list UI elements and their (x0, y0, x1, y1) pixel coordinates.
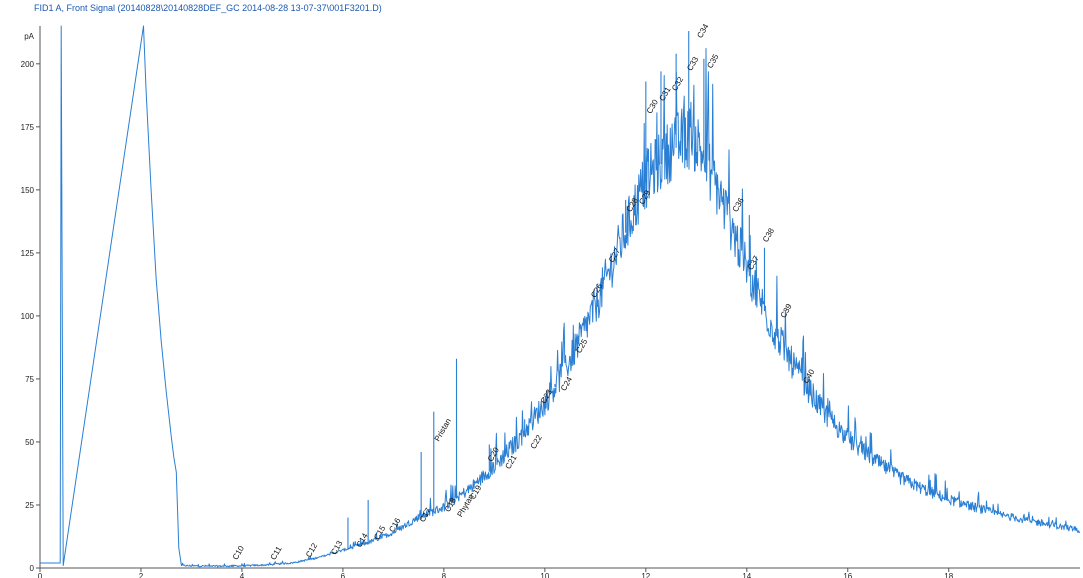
peak-label: C10 (231, 544, 246, 562)
peak-label: C37 (746, 254, 761, 272)
y-ticks: 0 25 50 75 100 125 150 175 200 (21, 60, 40, 573)
y-tick-label: 0 (30, 564, 35, 573)
y-tick-label: 100 (21, 312, 35, 321)
peak-label: C16 (387, 516, 402, 534)
x-tick-label: 0 (38, 572, 43, 578)
x-tick-label: 4 (240, 572, 245, 578)
peak-label: C33 (685, 55, 700, 73)
x-tick-label: 16 (843, 572, 852, 578)
peak-label: C22 (529, 433, 544, 451)
signal-trace (40, 25, 1081, 568)
x-ticks: 0 2 4 6 8 10 12 14 16 18 (38, 568, 954, 578)
x-tick-label: 14 (742, 572, 751, 578)
peak-label: C11 (269, 544, 284, 561)
x-tick-label: 18 (944, 572, 953, 578)
y-tick-label: 75 (25, 375, 34, 384)
y-tick-label: 150 (21, 186, 35, 195)
x-tick-label: 2 (139, 572, 144, 578)
peak-label: Pristan (433, 417, 453, 443)
peak-label: C35 (705, 52, 720, 70)
peak-label: C15 (372, 524, 387, 542)
peak-labels: C10 C11 C12 C13 C14 C15 C16C17C18PristanPhytan… (231, 22, 817, 562)
signal-trace-group (40, 25, 1081, 568)
chart-title: FID1 A, Front Signal (20140828\20140828D… (34, 3, 382, 13)
peak-label: C13 (329, 539, 344, 557)
y-tick-label: 125 (21, 249, 35, 258)
peak-label: C36 (731, 196, 746, 214)
peak-label: C24 (559, 375, 574, 393)
peak-label: C12 (304, 541, 319, 559)
x-tick-label: 10 (540, 572, 549, 578)
peak-label: C20 (486, 445, 501, 463)
x-tick-label: 6 (341, 572, 346, 578)
y-tick-label: 175 (21, 123, 35, 132)
x-tick-label: 12 (641, 572, 650, 578)
peak-label: C39 (779, 302, 794, 320)
y-tick-label: 200 (21, 60, 35, 69)
peak-label: C34 (695, 22, 710, 40)
x-tick-label: 8 (442, 572, 447, 578)
y-tick-label: 50 (25, 438, 34, 447)
peak-label: C32 (670, 75, 685, 93)
y-tick-label: 25 (25, 501, 34, 510)
peak-label: C38 (761, 226, 776, 244)
peak-label: C30 (645, 98, 660, 116)
y-axis-label: pA (24, 32, 34, 41)
